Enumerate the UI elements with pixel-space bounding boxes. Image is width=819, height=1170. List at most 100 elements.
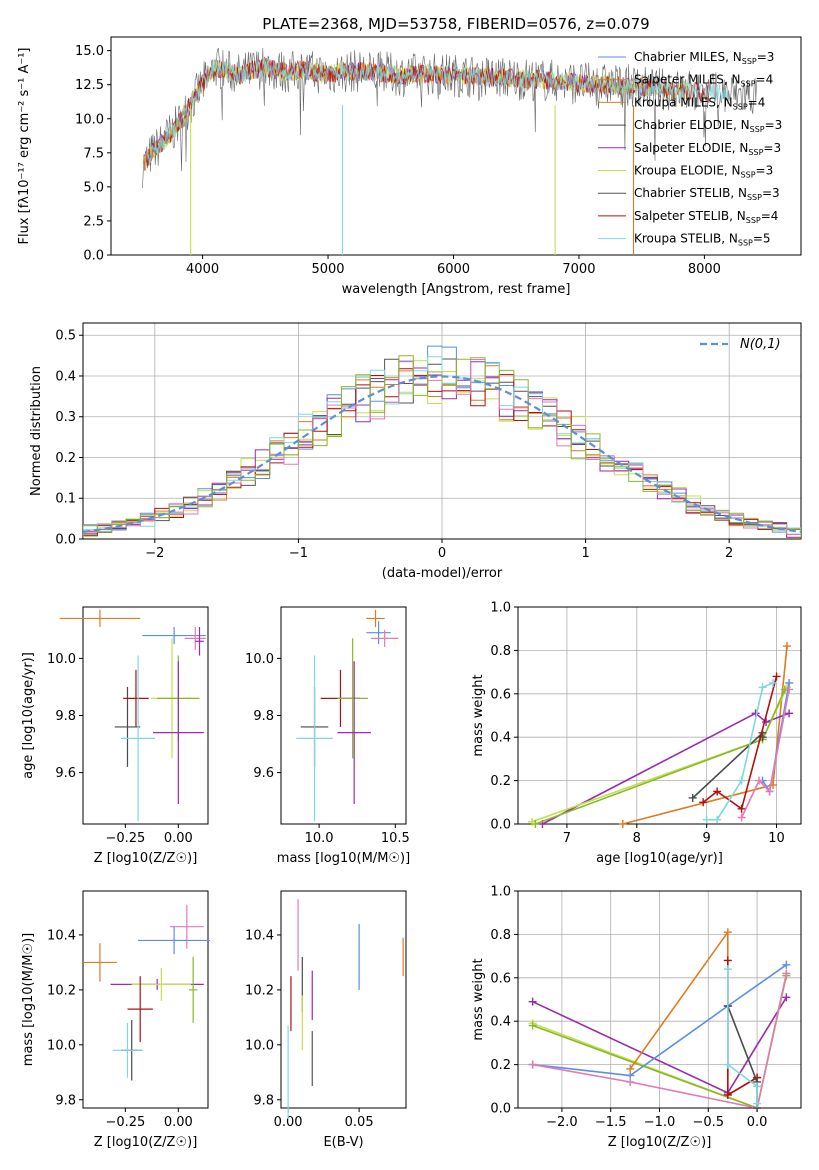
legend-label: Chabrier STELIB, NSSP=3 [634,186,780,202]
y-tick-label: 10.0 [75,112,104,127]
y-tick-label: 15.0 [75,44,104,59]
weight-marker [531,820,540,828]
legend-label: Salpeter STELIB, NSSP=4 [634,209,778,225]
x-tick-label: 0 [438,546,446,561]
x-axis-label: age [log10(age/yr)] [596,851,723,866]
x-tick-label: 10 [768,831,785,846]
chart-title: PLATE=2368, MJD=53758, FIBERID=0576, z=0… [262,15,649,33]
x-tick-label: −0.5 [693,1115,725,1130]
legend-label: Kroupa ELODIE, NSSP=3 [634,164,773,180]
weight-marker [765,787,774,796]
x-axis-label: wavelength [Angstrom, rest frame] [342,282,571,297]
legend-label: Kroupa STELIB, NSSP=5 [634,232,771,248]
weight-marker [713,815,722,824]
axes-age_vs_mass: 10.0 10.5 9.6 9.8 10.0 mass [log10(M/M☉)] [245,606,410,866]
y-tick-label: 0.4 [55,369,76,384]
y-tick-label: 9.8 [253,709,274,724]
histograms [83,345,801,539]
y-axis-label: mass weight [471,958,486,1040]
weight-series [740,689,790,818]
x-tick-label: 5000 [311,262,344,277]
y-tick-label: 0.8 [490,928,511,943]
weight-marker [699,798,708,807]
weight-marker [737,776,746,785]
y-tick-label: 0.2 [55,451,76,466]
axes-mass_vs_ebv: 0.00 0.05 9.8 10.0 10.2 10.4 E(B-V) [245,890,407,1150]
plot-frame [517,890,802,1109]
x-tick-label: 10.0 [305,831,334,846]
x-tick-label: −2.0 [546,1115,578,1130]
weight-series [542,712,790,825]
residual-legend: N(0,1) [700,337,781,352]
x-tick-label: −0.25 [105,1115,145,1130]
legend-label: Chabrier ELODIE, NSSP=3 [634,118,782,134]
y-tick-label: 0.2 [490,1058,511,1073]
y-tick-label: 2.5 [83,214,104,229]
errorbars-mass_vs_ebv [287,899,404,1119]
x-tick-label: 1 [581,546,589,561]
weight-marker [528,1060,537,1069]
y-tick-label: 10.4 [47,928,76,943]
y-axis-label: Flux [fλ10⁻¹⁷ erg cm⁻² s⁻¹ A⁻¹] [17,48,32,245]
y-tick-label: 1.0 [490,885,511,900]
x-tick-label: 9 [703,831,711,846]
y-tick-label: 10.0 [47,1038,76,1053]
axes-spectrum: 4000 5000 6000 7000 8000 0.0 2.5 5.0 7.5 10.0 12.5… [17,15,802,297]
plot-frame [110,36,802,256]
errorbars-mass_vs_Z [83,904,211,1081]
y-tick-label: 10.2 [245,983,274,998]
x-axis-label: Z [log10(Z/Z☉)] [94,1135,198,1150]
x-tick-label: 0.05 [345,1115,374,1130]
y-axis-label: mass weight [471,674,486,756]
y-tick-label: 7.5 [83,146,104,161]
y-tick-label: 10.4 [245,928,274,943]
weight-marker [785,709,794,718]
weight-marker [769,678,778,687]
x-axis-label: mass [log10(M/M☉)] [277,851,410,866]
weight-marker [758,683,767,692]
plot-frame [82,606,209,825]
weight-series [727,969,758,1104]
weight-marker [783,642,792,651]
y-tick-label: 9.6 [253,766,274,781]
hist-olive [83,355,801,538]
x-axis-label: Z [log10(Z/Z☉)] [94,851,198,866]
y-tick-label: 0.0 [490,818,511,833]
axes-residuals: −2 −1 0 1 2 0.0 0.1 0.2 0.3 0.4 0.5 (data-model)/er… [29,322,802,581]
y-tick-label: 9.6 [55,766,76,781]
weight-marker [723,1060,732,1069]
weight-marker [772,672,781,681]
axes-weight_vs_Z: −2.0 −1.5 −1.0 −0.5 0.0 0.0 0.2 0.4 0.6 0.8 1.0 Z [… [471,885,802,1150]
weight-lines-weight_vs_Z [528,928,791,1112]
y-tick-label: 10.0 [47,652,76,667]
x-tick-label: 7000 [562,262,595,277]
plot-frame [280,606,407,825]
y-tick-label: 9.8 [253,1093,274,1108]
plot-frame [280,890,407,1109]
weight-marker [753,1099,762,1108]
x-tick-label: 7 [563,831,571,846]
y-tick-label: 0.4 [490,1015,511,1030]
weight-lines-weight_vs_age [527,642,794,828]
y-tick-label: 0.0 [55,533,76,548]
weight-marker [528,1021,537,1030]
x-tick-label: 6000 [437,262,470,277]
y-tick-label: 10.0 [245,652,274,667]
spectrum-lines [142,47,757,255]
weight-marker [723,965,732,974]
weight-marker [713,787,722,796]
x-tick-label: −1.0 [644,1115,676,1130]
weight-marker [723,1090,732,1099]
x-tick-label: 0.00 [274,1115,303,1130]
spectrum-kroupa_stelib [147,57,729,166]
y-tick-label: 12.5 [75,78,104,93]
axes-mass_vs_Z: −0.25 0.00 9.8 10.0 10.2 10.4 Z [log10(Z/Z☉)] m… [21,890,209,1150]
y-axis-label: mass [log10(M/M☉)] [21,933,36,1066]
x-tick-label: 10.5 [381,831,410,846]
legend-label: Salpeter ELODIE, NSSP=3 [634,141,781,157]
errorbars-age_vs_mass [296,609,399,822]
plot-frame [82,322,802,540]
weight-marker [782,969,791,978]
y-tick-label: 0.5 [55,329,76,344]
